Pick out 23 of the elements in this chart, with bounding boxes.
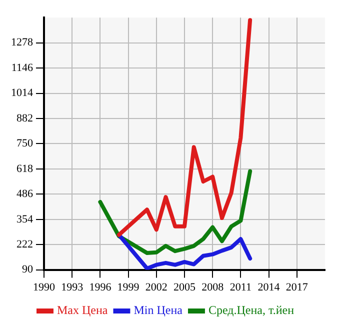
- y-tick-label: 1146: [11, 62, 34, 74]
- x-tick-label: 1996: [89, 281, 112, 294]
- x-tick-label: 2008: [202, 281, 224, 294]
- x-tick-label: 2002: [145, 281, 168, 294]
- y-tick-label: 750: [16, 138, 34, 150]
- legend-label: Min Цена: [134, 303, 184, 318]
- x-tick-label: 2005: [174, 281, 196, 294]
- x-tick-label: 2017: [286, 281, 308, 294]
- legend-label: Сред.Цена, т.йен: [208, 303, 295, 318]
- y-tick-label: 222: [16, 238, 33, 250]
- y-tick-label: 354: [16, 213, 34, 226]
- x-tick-label: 2011: [230, 281, 252, 294]
- y-tick-label: 618: [16, 162, 34, 175]
- y-tick-label: 90: [22, 264, 34, 276]
- y-tick-label: 1014: [11, 87, 34, 100]
- x-tick-label: 2014: [258, 281, 280, 294]
- x-tick-label: 1999: [117, 281, 140, 294]
- y-tick-label: 486: [16, 188, 34, 200]
- x-tick-label: 1993: [61, 281, 84, 294]
- y-tick-label: 1278: [11, 36, 34, 49]
- y-tick-label: 882: [16, 112, 33, 124]
- legend-label: Max Цена: [56, 303, 108, 318]
- x-tick-label: 1990: [33, 281, 56, 294]
